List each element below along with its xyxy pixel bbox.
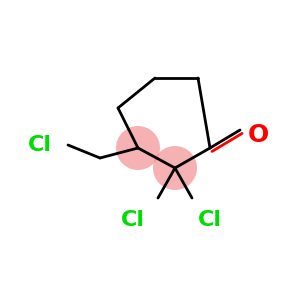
Text: Cl: Cl [28, 135, 52, 155]
Text: Cl: Cl [198, 210, 222, 230]
Text: O: O [248, 123, 269, 147]
Circle shape [153, 146, 197, 190]
Text: Cl: Cl [121, 210, 145, 230]
Circle shape [116, 126, 160, 170]
